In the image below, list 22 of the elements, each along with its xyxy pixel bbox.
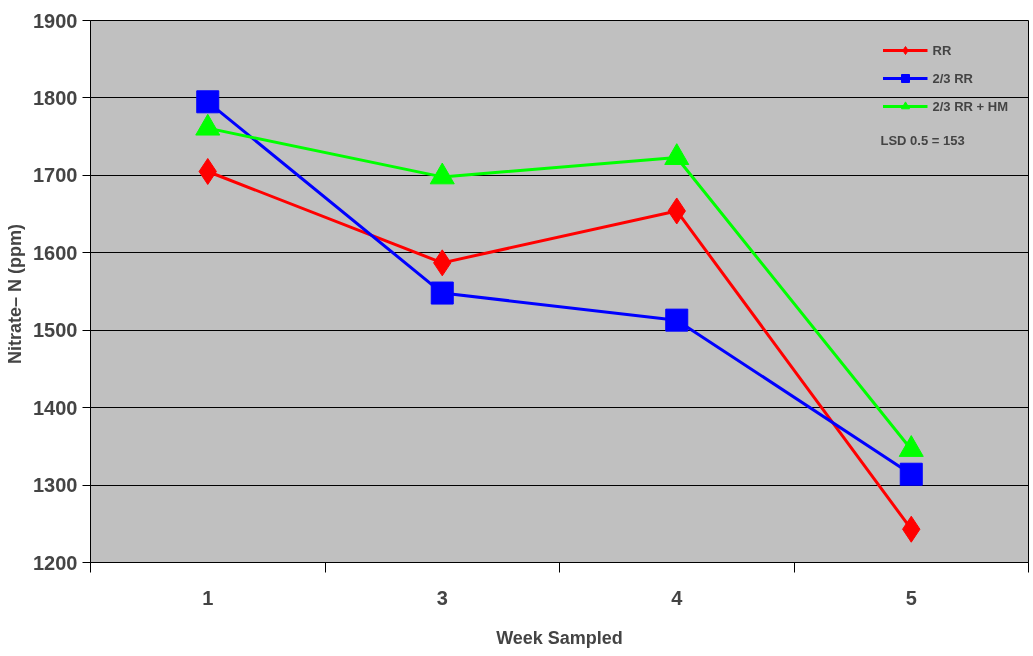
point [899, 462, 923, 486]
x-tick-label: 5 [905, 586, 917, 609]
y-tick-label: 1600 [33, 241, 78, 264]
point [196, 90, 220, 114]
y-tick-label: 1700 [33, 164, 78, 187]
point [430, 281, 454, 305]
annotation: LSD 0.5 = 153 [880, 132, 965, 148]
y-tick-label: 1500 [33, 319, 78, 342]
legend-label: 2/3 RR + HM [932, 98, 1008, 114]
y-tick-label: 1200 [33, 551, 78, 574]
x-axis-title: Week Sampled [496, 627, 623, 648]
x-tick-label: 4 [671, 586, 684, 609]
y-axis-title: Nitrate– N (ppm) [5, 223, 26, 365]
point [665, 308, 689, 332]
legend-label: RR [932, 42, 953, 58]
y-tick-label: 1300 [33, 474, 78, 497]
legend-label: 2/3 RR [932, 70, 973, 86]
x-tick-label: 3 [436, 586, 448, 609]
y-tick-label: 1800 [33, 86, 78, 109]
x-tick-label: 1 [202, 586, 214, 609]
y-tick-label: 1900 [33, 9, 78, 32]
y-tick-label: 1400 [33, 396, 78, 419]
